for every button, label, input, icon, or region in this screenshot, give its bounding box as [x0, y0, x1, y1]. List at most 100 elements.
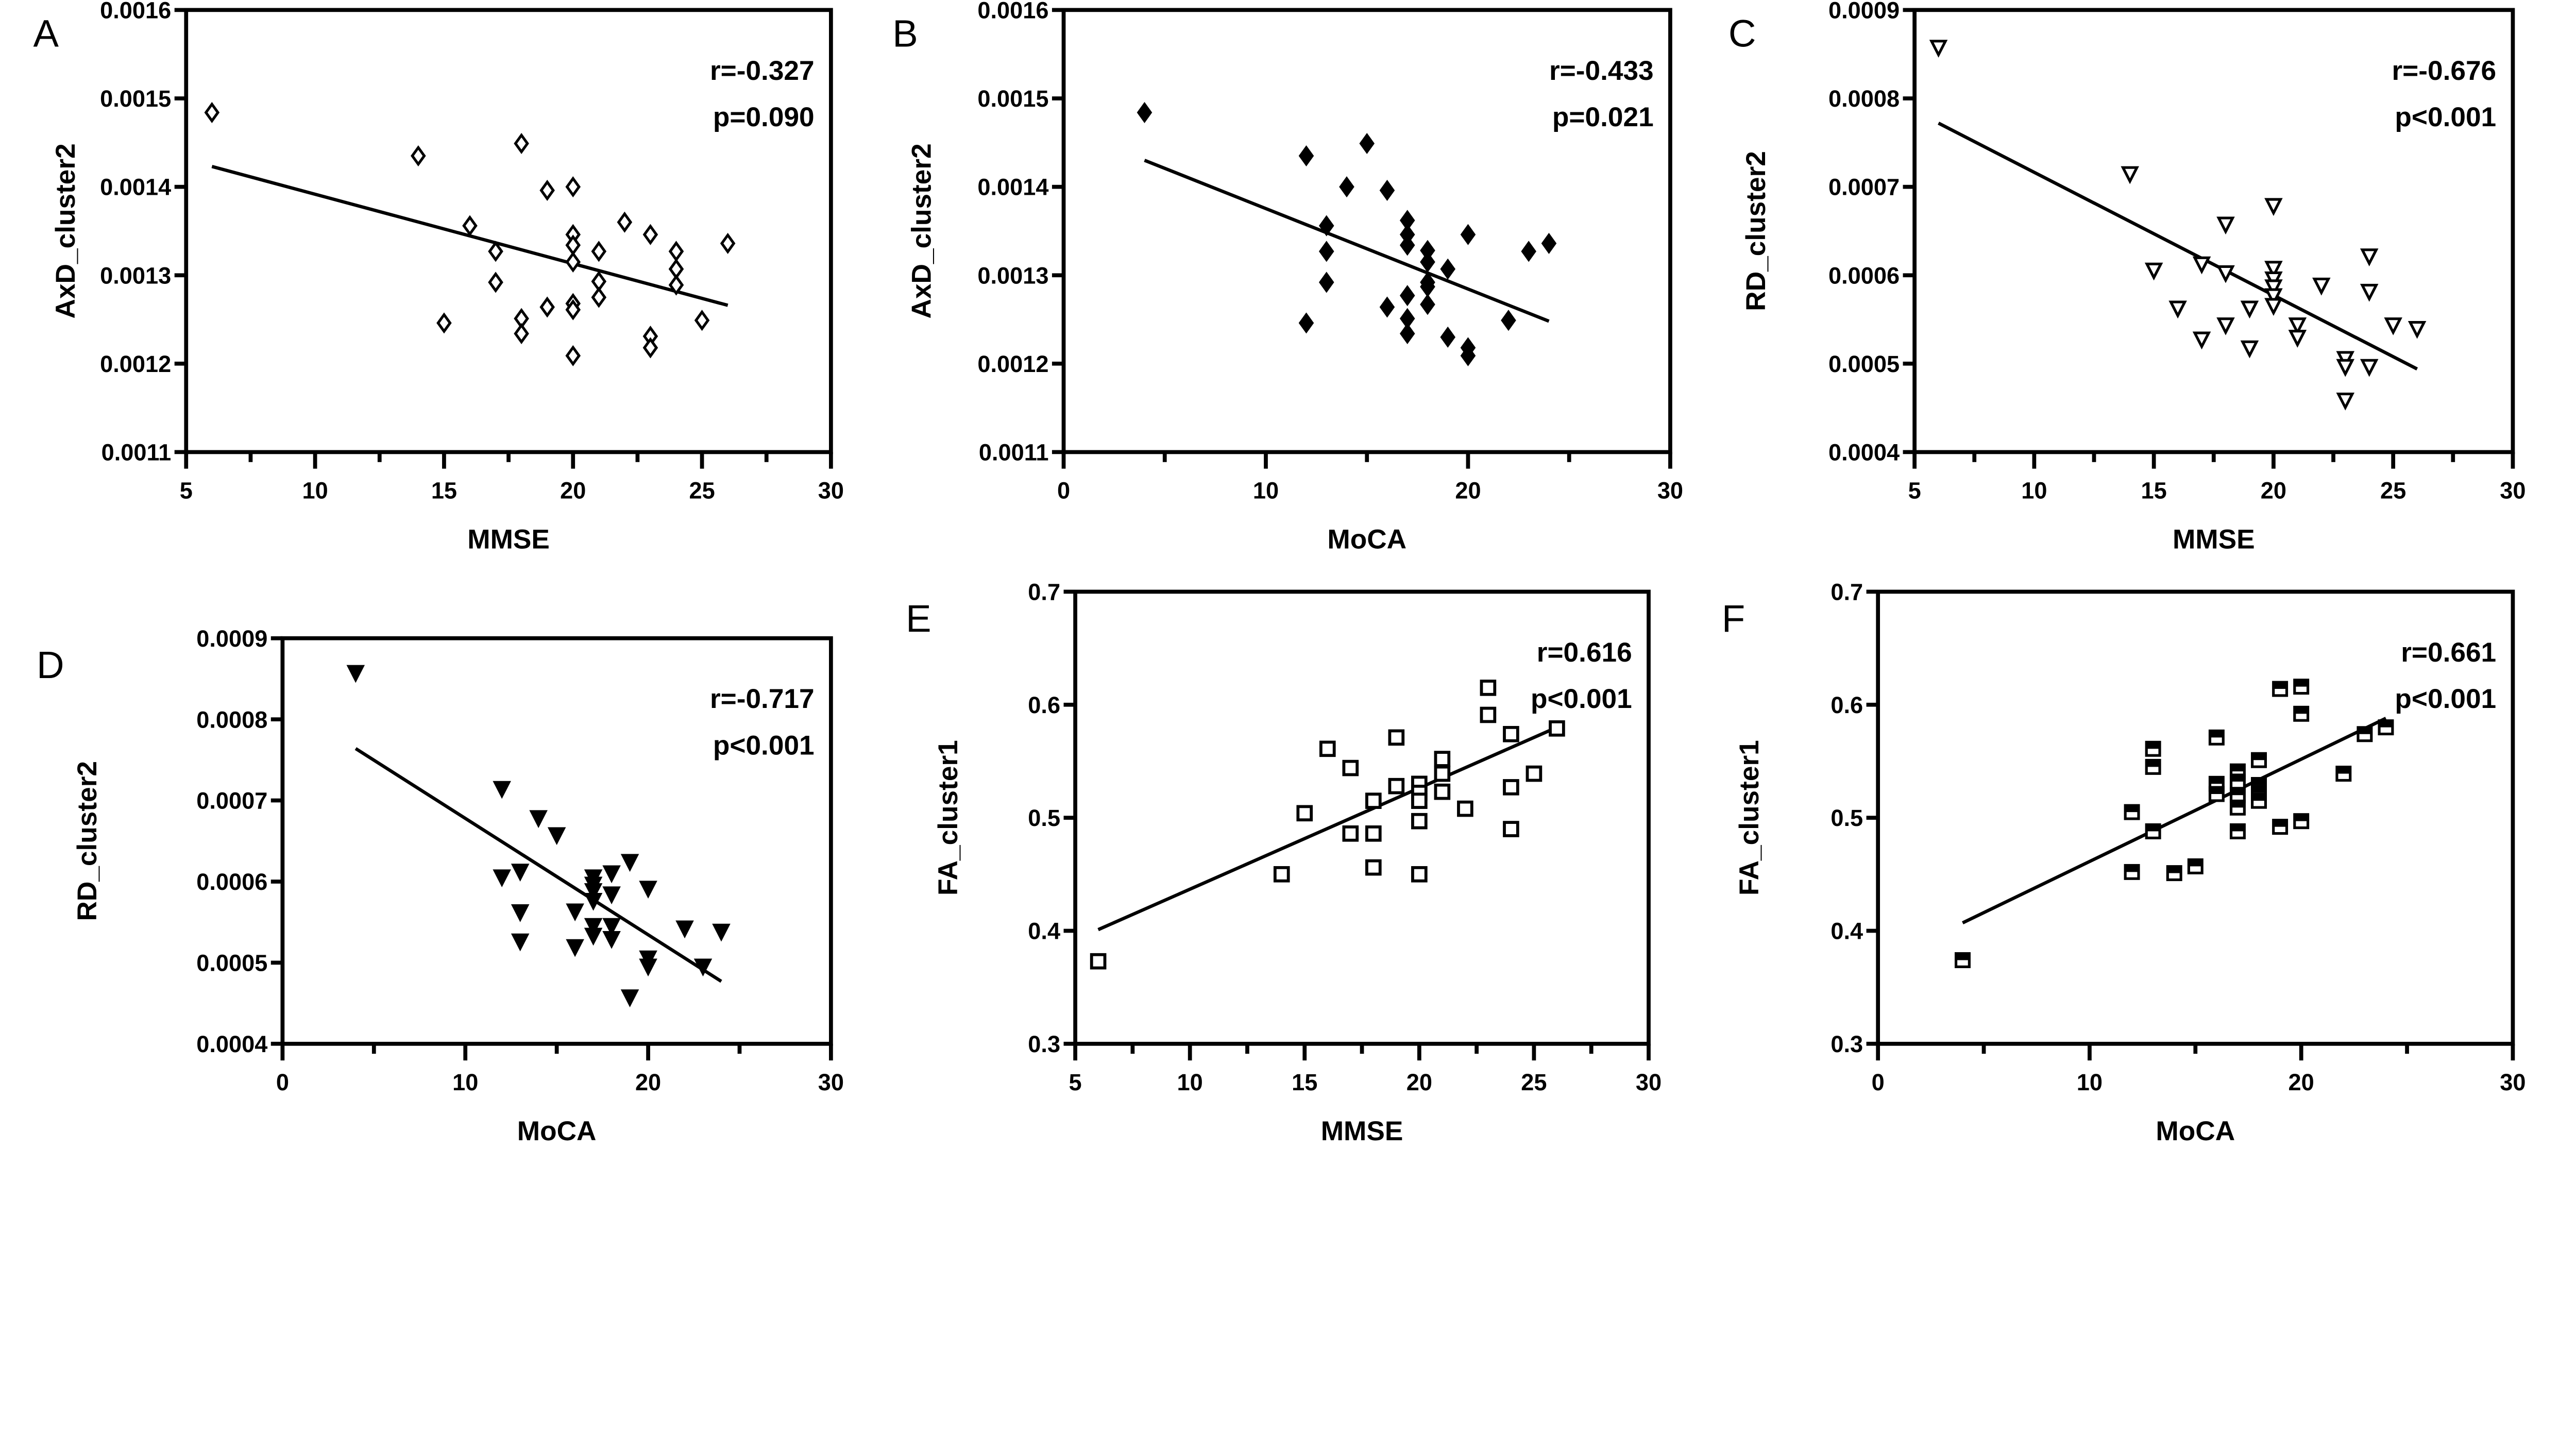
p-value: p=0.090 [713, 102, 815, 132]
data-point [1434, 783, 1451, 800]
y-tick-label: 0.0006 [196, 869, 267, 895]
panel-letter: B [892, 12, 918, 55]
marker-fill [2294, 814, 2308, 821]
marker-fill [2336, 767, 2350, 774]
data-point [2264, 261, 2283, 279]
y-tick-label: 0.0008 [196, 706, 267, 733]
x-tick-label: 10 [2021, 478, 2047, 504]
x-axis-title: MMSE [1321, 1116, 1403, 1146]
x-tick-label: 25 [2380, 478, 2406, 504]
y-tick-label: 0.6 [1028, 692, 1060, 718]
y-tick-label: 0.0008 [1828, 86, 1900, 112]
data-point [529, 810, 548, 829]
x-axis-title: MoCA [517, 1116, 597, 1146]
marker-fill [2358, 727, 2371, 734]
y-tick-label: 0.0012 [100, 351, 171, 377]
y-tick-label: 0.0014 [977, 174, 1048, 200]
data-point [584, 918, 603, 936]
panel-f: F 0.3 0.4 0.5 0.6 0.7 0 10 20 30 MoCA FA_cluster1 r=… [1722, 579, 2526, 1146]
data-point [1411, 866, 1428, 883]
y-tick-label: 0.3 [1028, 1031, 1060, 1057]
panel-letter: E [906, 597, 931, 640]
panel-letter: F [1722, 597, 1745, 640]
r-value: r=-0.327 [710, 56, 815, 86]
data-point [591, 241, 607, 262]
data-point [2251, 792, 2267, 809]
data-point [2264, 279, 2283, 298]
p-value: p<0.001 [1531, 684, 1632, 714]
data-point [602, 931, 621, 949]
data-point [1342, 825, 1359, 842]
r-value: r=-0.433 [1549, 56, 1654, 86]
data-point [436, 312, 452, 334]
y-tick-label: 0.0014 [100, 174, 171, 200]
data-point [565, 345, 581, 366]
x-tick-label: 15 [431, 478, 457, 504]
data-point [620, 854, 639, 872]
regression-line [1144, 159, 1550, 323]
marker-fill [2125, 865, 2139, 872]
data-point [1273, 866, 1290, 883]
data-point [602, 865, 621, 884]
y-tick-label: 0.0004 [1828, 440, 1900, 466]
marker-fill [2379, 720, 2393, 728]
x-tick-label: 5 [1908, 478, 1921, 504]
data-point [2208, 729, 2225, 746]
data-point [1388, 778, 1405, 795]
figure: A 0.0011 0.0012 0.0013 0.0014 0.0015 0.0016 5 10… [33, 0, 2526, 1146]
x-tick-label: 10 [1253, 478, 1279, 504]
data-point [2208, 786, 2225, 802]
data-point [602, 918, 621, 936]
data-point [720, 232, 736, 254]
data-point [493, 781, 511, 799]
data-point [2378, 719, 2394, 736]
data-point [2264, 288, 2283, 307]
data-point [675, 920, 694, 939]
data-point [2288, 330, 2307, 348]
data-point [1440, 258, 1456, 280]
data-point [346, 665, 365, 683]
data-point [2168, 300, 2187, 319]
y-axis-title: RD_cluster2 [1741, 151, 1771, 311]
data-point [1457, 800, 1473, 817]
x-tick-label: 0 [1057, 478, 1070, 504]
data-point [204, 102, 220, 123]
data-point [1379, 179, 1395, 201]
data-point [2192, 331, 2211, 350]
x-tick-label: 10 [1177, 1069, 1203, 1095]
data-point [2293, 705, 2310, 722]
y-axis-title: FA_cluster1 [1734, 740, 1765, 896]
marker-fill [2167, 866, 2181, 873]
regression-line [1938, 122, 2418, 370]
marker-fill [2210, 777, 2224, 784]
data-point [584, 892, 603, 911]
data-point [1521, 241, 1536, 262]
x-axis-title: MoCA [2156, 1116, 2235, 1146]
data-point [411, 145, 426, 167]
x-tick-label: 25 [1521, 1069, 1547, 1095]
x-tick-label: 20 [1406, 1069, 1432, 1095]
data-point [1549, 720, 1565, 737]
marker-fill [2294, 707, 2308, 714]
y-axis-title: AxD_cluster2 [50, 143, 81, 318]
data-point [639, 881, 657, 899]
marker-fill [2231, 824, 2245, 832]
data-point [1480, 706, 1497, 723]
regression-line [354, 747, 722, 983]
data-point [1420, 294, 1435, 315]
regression-line [1097, 725, 1558, 932]
y-tick-label: 0.0013 [977, 262, 1048, 289]
data-point [539, 296, 555, 318]
x-tick-label: 15 [1292, 1069, 1317, 1095]
p-value: p=0.021 [1552, 102, 1654, 132]
panel-letter: A [33, 12, 59, 55]
data-point [1420, 251, 1435, 273]
marker-fill [2146, 760, 2160, 767]
y-axis-title: RD_cluster2 [72, 761, 103, 921]
data-point [1503, 821, 1519, 837]
data-point [565, 299, 581, 320]
y-tick-label: 0.0007 [196, 788, 267, 814]
data-point [2336, 392, 2355, 411]
data-point [566, 903, 584, 922]
data-point [668, 274, 684, 296]
